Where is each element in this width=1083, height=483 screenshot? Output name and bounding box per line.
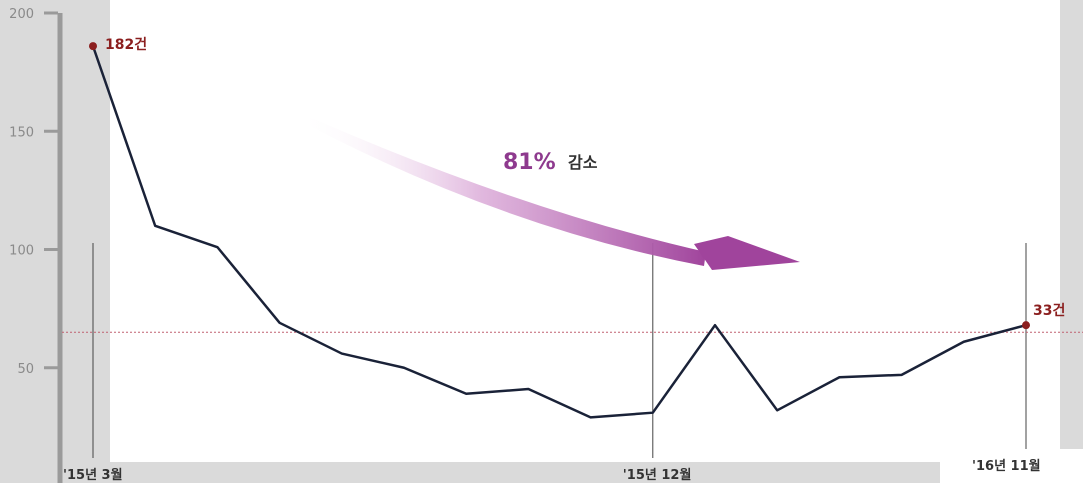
data-point [89,42,97,51]
decrease-percent: 81% [503,150,556,175]
data-label: 182건 [105,36,147,53]
decrease-annotation: 81% 감소 [298,112,800,270]
data-label: 33건 [1033,302,1065,319]
y-tick-label: 150 [9,125,34,140]
decrease-arrow-body [298,112,706,266]
decrease-text: 감소 [568,153,598,172]
series-line [91,45,1027,419]
data-points [89,42,1030,330]
x-label-box [940,449,1083,483]
x-tick-label: '15년 12월 [623,467,692,483]
y-tick-label: 200 [9,7,34,22]
x-tick-label: '16년 11월 [972,458,1041,474]
data-labels: 182건 33건 [105,36,1065,319]
marker-lines [92,243,1027,458]
x-tick-labels: '15년 3월 '15년 12월 '16년 11월 [63,449,1083,483]
x-tick-label: '15년 3월 [63,467,123,483]
decrease-arrowhead [694,236,800,270]
y-axis: 50 100 150 200 [9,7,63,483]
y-tick-label: 100 [9,244,34,259]
data-point [1022,321,1030,330]
series-polyline [91,45,1027,419]
y-tick-label: 50 [17,362,34,377]
